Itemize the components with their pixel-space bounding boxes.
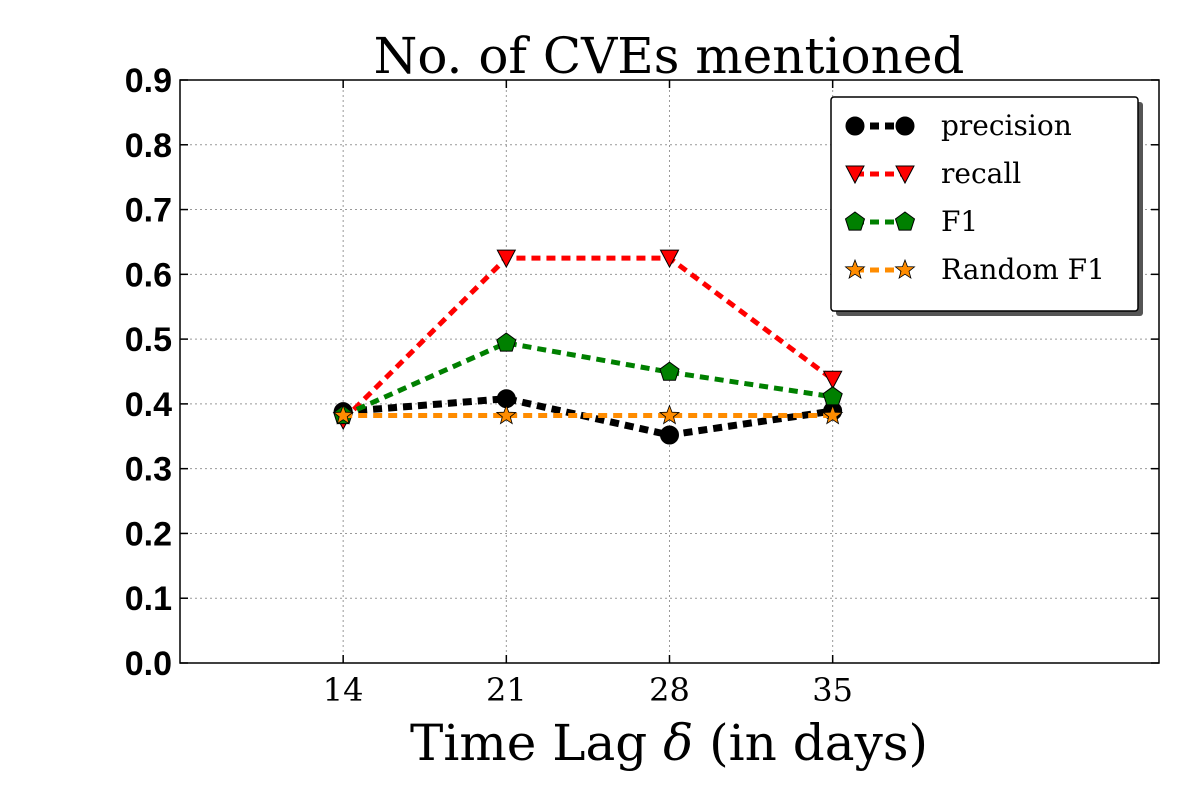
- legend: precision recall F1 Random F1: [830, 96, 1143, 316]
- y-tick-label: 0.2: [125, 515, 172, 553]
- legend-marker-start: [844, 211, 866, 231]
- legend-item-recall: recall: [845, 157, 1021, 190]
- x-tick-label: 35: [812, 671, 853, 709]
- data-point: [659, 361, 680, 381]
- legend-item-precision: precision: [845, 109, 1072, 142]
- x-axis-label-suffix: (in days): [693, 714, 928, 772]
- data-point: [495, 404, 517, 425]
- y-axis-ticks: 0.0 0.1 0.2 0.3 0.4 0.5 0.6 0.7 0.8 0.9: [125, 62, 1159, 683]
- x-axis-label-symbol: δ: [663, 714, 693, 772]
- legend-marker-end: [895, 116, 915, 136]
- legend-marker-start: [845, 116, 865, 136]
- series-line: [342, 340, 834, 418]
- legend-item-random-f1: Random F1: [844, 253, 1105, 286]
- x-axis-ticks: 14 21 28 35: [323, 80, 853, 709]
- series-random-f1: [332, 404, 844, 425]
- y-tick-label: 0.3: [125, 451, 172, 489]
- legend-marker-end: [894, 211, 916, 231]
- x-axis-label-prefix: Time Lag: [410, 714, 663, 772]
- data-point: [659, 249, 680, 269]
- legend-marker-start: [844, 258, 866, 280]
- y-tick-label: 0.6: [125, 256, 172, 294]
- legend-marker-start: [845, 165, 865, 185]
- data-point: [822, 370, 843, 390]
- data-point: [822, 386, 843, 406]
- series-f1: [333, 332, 843, 425]
- y-tick-label: 0.9: [125, 62, 172, 100]
- legend-label: Random F1: [941, 253, 1105, 286]
- data-point: [658, 404, 681, 425]
- legend-label: F1: [941, 205, 978, 238]
- y-tick-label: 0.1: [125, 580, 172, 618]
- data-point: [496, 332, 517, 352]
- data-point: [496, 249, 517, 269]
- legend-marker-end: [895, 165, 915, 185]
- legend-item-f1: F1: [844, 205, 978, 238]
- x-tick-label: 28: [649, 671, 690, 709]
- data-point: [660, 425, 679, 445]
- y-tick-label: 0.0: [125, 645, 172, 683]
- data-point: [822, 404, 844, 425]
- legend-box: [830, 96, 1139, 312]
- y-tick-label: 0.4: [125, 386, 172, 424]
- data-point: [332, 404, 354, 425]
- legend-label: recall: [941, 157, 1021, 190]
- y-tick-label: 0.5: [125, 321, 172, 359]
- y-tick-label: 0.7: [125, 192, 172, 230]
- legend-marker-end: [894, 258, 916, 280]
- x-tick-label: 21: [486, 671, 527, 709]
- y-tick-label: 0.8: [125, 127, 172, 165]
- x-tick-label: 14: [323, 671, 364, 709]
- series: [332, 249, 844, 445]
- chart-title: No. of CVEs mentioned: [374, 27, 965, 85]
- x-axis-label: Time Lag δ (in days): [410, 714, 928, 772]
- legend-label: precision: [941, 109, 1072, 142]
